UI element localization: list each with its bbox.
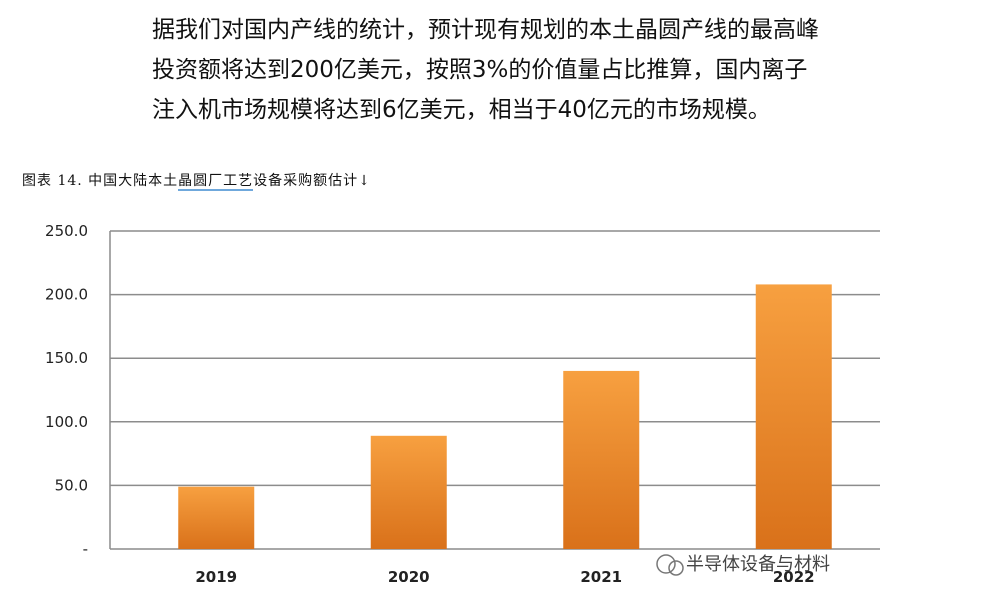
x-tick-label: 2021 bbox=[580, 568, 622, 586]
caption-suffix: 设备采购额估计 bbox=[253, 173, 359, 189]
tick-labels: - 50.0 100.0 150.0 200.0 250.0 2019 2020 2021 202… bbox=[45, 222, 815, 586]
y-tick-label: - bbox=[83, 540, 88, 558]
gridlines bbox=[110, 230, 880, 487]
wechat-icon bbox=[656, 554, 676, 574]
paragraph-line: 注入机市场规模将达到6亿美元，相当于40亿元的市场规模。 bbox=[152, 97, 771, 123]
bars bbox=[178, 284, 832, 549]
bar bbox=[178, 486, 255, 549]
y-tick-label: 200.0 bbox=[45, 286, 88, 304]
bar bbox=[563, 370, 640, 549]
bar bbox=[755, 284, 832, 549]
watermark-text: 半导体设备与材料 bbox=[686, 554, 830, 575]
paragraph-line: 据我们对国内产线的统计，预计现有规划的本土晶圆产线的最高峰 bbox=[152, 17, 819, 43]
y-tick-label: 50.0 bbox=[55, 476, 88, 494]
bar bbox=[370, 435, 447, 549]
y-tick-label: 150.0 bbox=[45, 349, 88, 367]
x-tick-label: 2019 bbox=[195, 568, 237, 586]
watermark: 半导体设备与材料 bbox=[656, 554, 830, 576]
intro-paragraph: 据我们对国内产线的统计，预计现有规划的本土晶圆产线的最高峰 投资额将达到200亿… bbox=[152, 10, 952, 130]
wechat-icon-dot bbox=[668, 560, 684, 576]
caption-prefix: 图表 14. 中国大陆本土 bbox=[22, 173, 179, 189]
caption-underlined: 晶圆厂工艺 bbox=[178, 173, 254, 191]
y-tick-label: 250.0 bbox=[45, 222, 88, 240]
figure-caption: 图表 14. 中国大陆本土晶圆厂工艺设备采购额估计↓ bbox=[22, 170, 371, 191]
y-tick-label: 100.0 bbox=[45, 413, 88, 431]
x-tick-label: 2020 bbox=[388, 568, 430, 586]
caption-mark: ↓ bbox=[358, 173, 371, 189]
paragraph-line: 投资额将达到200亿美元，按照3%的价值量占比推算，国内离子 bbox=[152, 57, 808, 83]
x-tick-label: 2022 bbox=[773, 568, 815, 586]
